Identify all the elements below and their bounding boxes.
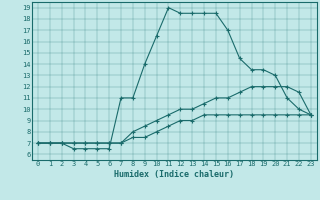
X-axis label: Humidex (Indice chaleur): Humidex (Indice chaleur) bbox=[115, 170, 234, 179]
